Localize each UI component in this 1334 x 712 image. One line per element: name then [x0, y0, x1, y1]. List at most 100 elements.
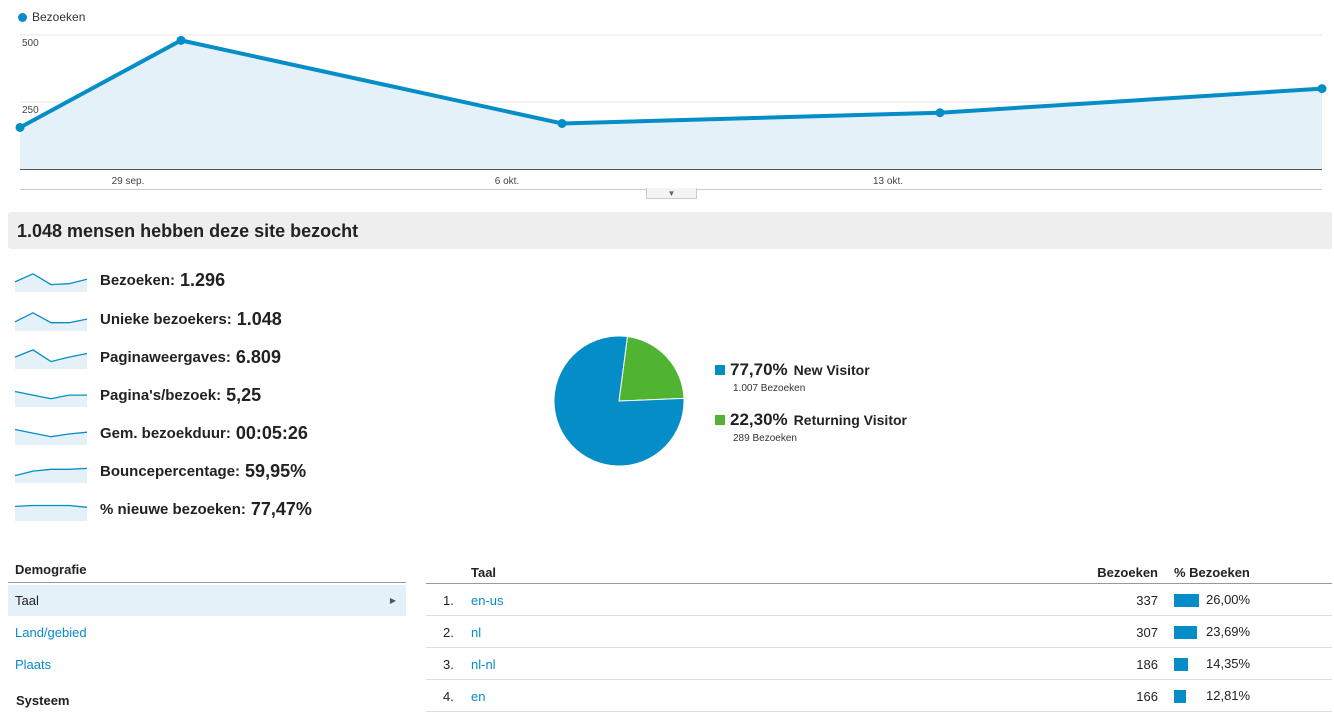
spark-area [15, 505, 87, 521]
metric-label: Bezoeken: [100, 271, 176, 289]
pie-pct: 22,30% [730, 410, 788, 429]
x-tick-label: 13 okt. [873, 176, 903, 187]
systeem-header: Systeem [16, 693, 70, 708]
row-taal-link[interactable]: en [471, 689, 486, 704]
metric-label: Paginaweergaves: [100, 348, 231, 366]
legend-dot-icon [18, 12, 27, 22]
table-row: 3. nl-nl 186 14,35% [426, 648, 1332, 680]
row-taal-link[interactable]: nl [471, 625, 482, 640]
metric-visits: Bezoeken: 1.296 [14, 265, 225, 295]
spark-line [14, 273, 88, 286]
data-point[interactable] [15, 122, 25, 132]
row-index: 1. [443, 593, 454, 608]
pie-legend-new: 77,70% New Visitor 1.007 Bezoeken [715, 360, 870, 394]
metric-pageviews: Paginaweergaves: 6.809 [14, 342, 281, 372]
nav-item-taal[interactable]: Taal ▶ [8, 585, 406, 616]
pct-bar [1174, 690, 1186, 704]
spark-line [14, 467, 88, 477]
nav-label: Taal [15, 593, 39, 608]
spark-area [15, 468, 87, 483]
pct-text: 26,00% [1206, 592, 1251, 607]
sparkline[interactable] [14, 421, 88, 445]
metric-pages-per-visit: Pagina's/bezoek: 5,25 [14, 380, 261, 410]
sparkline[interactable] [14, 345, 88, 369]
spark-area [15, 273, 87, 292]
pct-bar [1174, 594, 1199, 608]
pct-text: 12,81% [1206, 688, 1251, 703]
sparkline[interactable] [14, 307, 88, 331]
nav-item-land[interactable]: Land/gebied [8, 617, 406, 648]
legend-square-icon [715, 415, 725, 425]
pie-name: Returning Visitor [793, 412, 907, 428]
metric-unique-visitors: Unieke bezoekers: 1.048 [14, 304, 282, 334]
metric-value: 6.809 [235, 346, 281, 367]
col-taal[interactable]: Taal [471, 565, 497, 580]
metric-label: Pagina's/bezoek: [100, 386, 222, 404]
data-point[interactable] [1317, 84, 1327, 94]
table-row: 2. nl 307 23,69% [426, 616, 1332, 648]
collapse-chart-button[interactable]: ▼ [646, 188, 697, 199]
row-bezoeken: 166 [1136, 689, 1158, 704]
spark-line [14, 428, 88, 438]
pct-text: 23,69% [1206, 624, 1251, 639]
metric-label: % nieuwe bezoeken: [100, 500, 246, 518]
spark-area [15, 349, 87, 369]
row-bezoeken: 307 [1136, 625, 1158, 640]
demografie-header: Demografie [8, 562, 406, 583]
row-pct: 23,69% [1174, 624, 1251, 640]
pct-bar [1174, 626, 1197, 640]
nav-label: Plaats [15, 657, 52, 672]
table-row: 4. en 166 12,81% [426, 680, 1332, 712]
metric-bounce-rate: Bouncepercentage: 59,95% [14, 456, 306, 486]
data-point[interactable] [935, 108, 945, 118]
pie-legend-returning: 22,30% Returning Visitor 289 Bezoeken [715, 410, 907, 444]
spark-line [14, 312, 88, 324]
chevron-down-icon: ▼ [667, 188, 676, 198]
metric-value: 1.296 [180, 269, 226, 290]
spark-line [14, 390, 87, 400]
sparkline[interactable] [14, 497, 88, 521]
y-tick-label: 250 [22, 105, 39, 116]
col-pct-bezoeken[interactable]: % Bezoeken [1174, 565, 1250, 580]
pct-text: 14,35% [1206, 656, 1251, 671]
metric-label: Gem. bezoekduur: [100, 424, 231, 442]
metric-new-visits: % nieuwe bezoeken: 77,47% [14, 494, 312, 524]
pie-slice-new[interactable] [553, 335, 685, 467]
pie-slice-returning[interactable] [618, 335, 685, 402]
metric-value: 77,47% [250, 498, 312, 519]
legend-label: Bezoeken [32, 10, 86, 24]
sparkline[interactable] [14, 459, 88, 483]
sparkline[interactable] [14, 268, 88, 292]
summary-title: 1.048 mensen hebben deze site bezocht [17, 221, 359, 241]
metric-value: 00:05:26 [235, 422, 308, 443]
data-point[interactable] [557, 118, 567, 128]
row-index: 3. [443, 657, 454, 672]
table-header: Taal Bezoeken % Bezoeken [426, 562, 1332, 584]
legend-square-icon [715, 365, 725, 375]
metric-label: Unieke bezoekers: [100, 310, 232, 328]
nav-label: Land/gebied [15, 625, 87, 640]
row-pct: 12,81% [1174, 688, 1251, 704]
sparkline[interactable] [14, 383, 88, 407]
metric-value: 5,25 [226, 384, 262, 405]
row-bezoeken: 337 [1136, 593, 1158, 608]
chart-legend[interactable]: Bezoeken [18, 10, 85, 24]
col-bezoeken[interactable]: Bezoeken [1097, 565, 1158, 580]
row-pct: 14,35% [1174, 656, 1251, 672]
metric-value: 59,95% [245, 460, 307, 481]
metric-label: Bouncepercentage: [100, 462, 241, 480]
row-taal-link[interactable]: nl-nl [471, 657, 496, 672]
metric-avg-duration: Gem. bezoekduur: 00:05:26 [14, 418, 308, 448]
area-fill [20, 40, 1322, 169]
data-point[interactable] [176, 35, 186, 45]
nav-item-plaats[interactable]: Plaats [8, 649, 406, 680]
pie-sub: 289 Bezoeken [733, 433, 797, 444]
table-row: 1. en-us 337 26,00% [426, 584, 1332, 616]
pie-pct: 77,70% [730, 360, 788, 379]
spark-line [14, 504, 88, 508]
row-index: 2. [443, 625, 454, 640]
row-index: 4. [443, 689, 454, 704]
visits-area-chart: 500 250 29 sep. 6 okt. 13 okt. [15, 34, 1327, 190]
y-tick-label: 500 [22, 38, 39, 49]
row-taal-link[interactable]: en-us [471, 593, 504, 608]
